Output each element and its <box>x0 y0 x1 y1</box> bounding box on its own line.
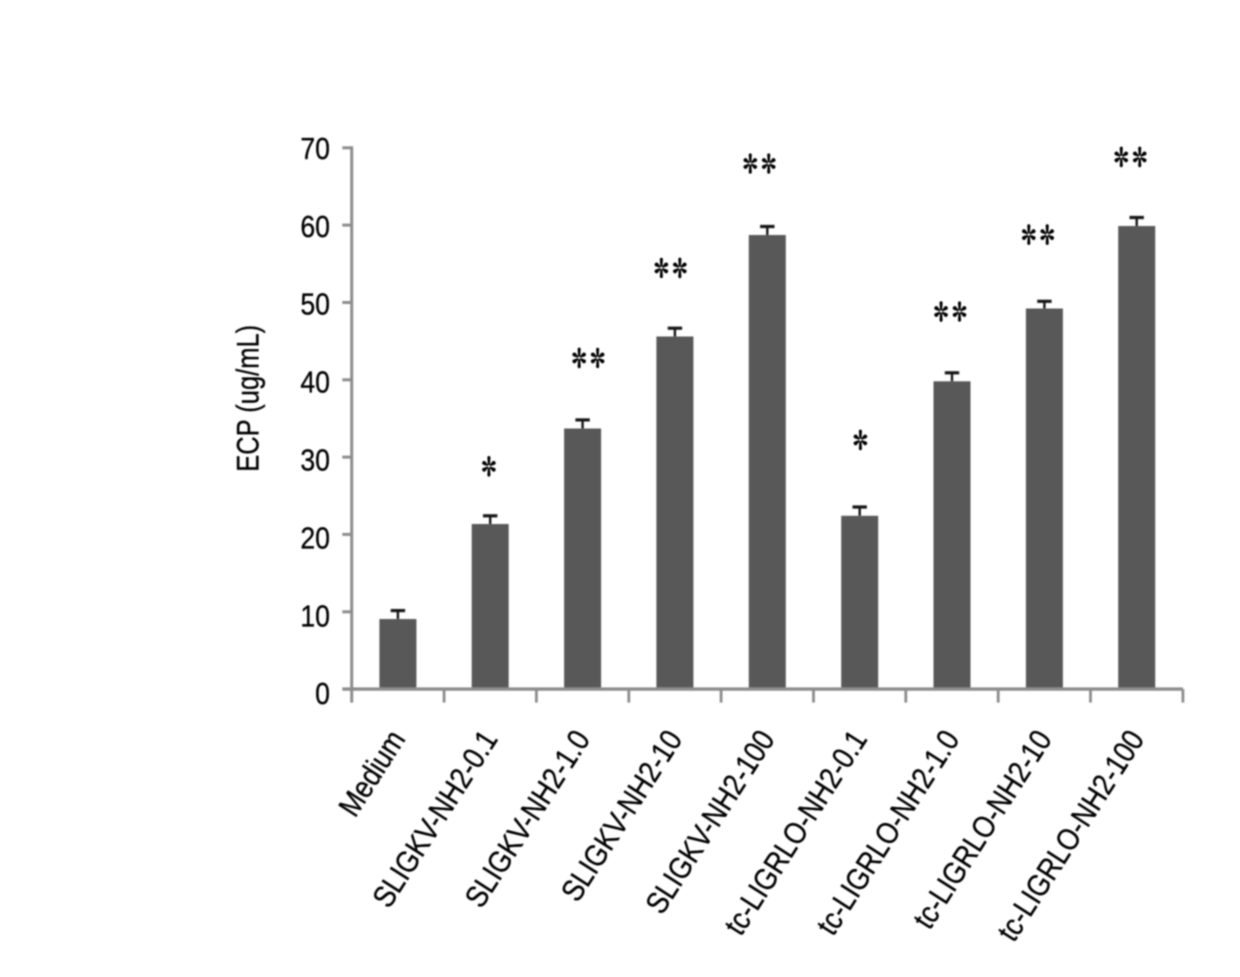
svg-text:50: 50 <box>300 288 330 322</box>
svg-text:40: 40 <box>300 366 330 400</box>
svg-text:60: 60 <box>300 210 330 244</box>
svg-text:10: 10 <box>300 599 330 633</box>
svg-text:30: 30 <box>300 444 330 478</box>
svg-text:ECP (ug/mL): ECP (ug/mL) <box>231 325 266 472</box>
svg-text:20: 20 <box>300 522 330 556</box>
svg-text:0: 0 <box>315 677 330 711</box>
svg-text:70: 70 <box>300 132 330 166</box>
